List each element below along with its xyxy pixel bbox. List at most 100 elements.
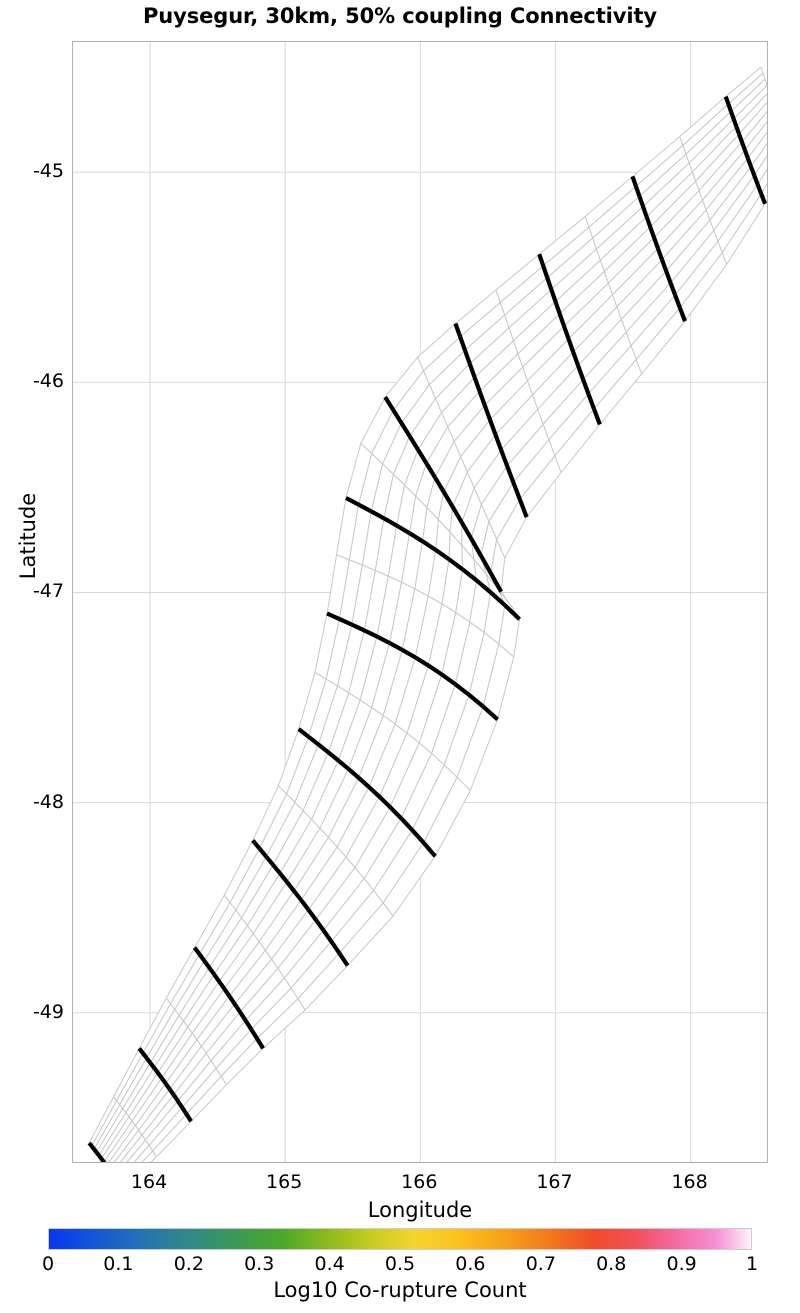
sub-fault-trace bbox=[459, 521, 473, 540]
sub-fault-trace bbox=[388, 805, 403, 820]
sub-fault-trace bbox=[192, 946, 202, 956]
sub-fault-trace bbox=[408, 531, 424, 544]
sub-fault-trace bbox=[92, 1147, 99, 1154]
sub-fault-trace bbox=[395, 523, 411, 535]
sub-fault-trace bbox=[434, 548, 451, 562]
sub-fault-trace bbox=[571, 351, 581, 367]
sub-fault-trace bbox=[285, 880, 296, 893]
sub-fault-trace bbox=[453, 322, 463, 338]
sub-fault-trace bbox=[278, 872, 289, 884]
plot-area bbox=[72, 41, 768, 1163]
sub-fault-trace bbox=[314, 918, 326, 932]
x-tick-label: 164 bbox=[130, 1171, 168, 1193]
sub-fault-trace bbox=[326, 611, 341, 621]
sub-fault-trace bbox=[592, 408, 602, 426]
sub-fault-trace bbox=[163, 1082, 172, 1091]
sub-fault-trace bbox=[251, 839, 262, 850]
sub-fault-trace bbox=[648, 226, 657, 239]
sub-fault-trace bbox=[184, 1113, 193, 1123]
colorbar-label: Log10 Co-rupture Count bbox=[273, 1278, 527, 1302]
sub-fault-trace bbox=[375, 634, 391, 645]
sub-fault-trace bbox=[144, 1056, 152, 1065]
colorbar-tick-label: 0.3 bbox=[244, 1253, 275, 1275]
sub-fault-trace bbox=[176, 1099, 184, 1109]
y-tick-label: -49 bbox=[32, 1000, 64, 1023]
sub-fault-trace bbox=[351, 622, 366, 633]
sub-fault-trace bbox=[557, 313, 567, 327]
sub-fault-trace bbox=[553, 300, 562, 315]
sub-fault-trace bbox=[652, 236, 660, 250]
sub-fault-trace bbox=[477, 390, 487, 407]
colorbar-tick-label: 0.8 bbox=[596, 1253, 627, 1275]
sub-fault-trace bbox=[633, 185, 642, 198]
sub-fault-trace bbox=[537, 253, 546, 267]
sub-fault-trace bbox=[378, 795, 392, 809]
down-dip-trace-lines bbox=[87, 95, 767, 1162]
sub-fault-trace bbox=[549, 288, 558, 303]
sub-fault-trace bbox=[488, 572, 503, 593]
sub-fault-trace bbox=[337, 952, 350, 967]
sub-fault-trace bbox=[755, 183, 764, 195]
sub-fault-trace bbox=[668, 282, 678, 296]
sub-fault-trace bbox=[227, 995, 237, 1006]
sub-fault-trace bbox=[505, 465, 516, 484]
sub-fault-trace bbox=[249, 1028, 259, 1040]
sub-fault-trace bbox=[576, 364, 586, 381]
colorbar-tick-label: 0.6 bbox=[455, 1253, 486, 1275]
colorbar bbox=[48, 1228, 752, 1250]
sub-fault-trace bbox=[329, 940, 342, 955]
sub-fault-trace bbox=[421, 841, 437, 858]
sub-fault-trace bbox=[104, 1160, 107, 1162]
sub-fault-trace bbox=[99, 1157, 106, 1162]
sub-fault-trace bbox=[337, 758, 350, 771]
sub-fault-trace bbox=[440, 672, 457, 686]
sub-fault-trace bbox=[586, 393, 596, 410]
sub-fault-trace bbox=[731, 118, 739, 128]
x-tick-label: 165 bbox=[266, 1171, 303, 1193]
sub-fault-trace bbox=[148, 1061, 156, 1070]
sub-fault-trace bbox=[383, 395, 396, 412]
sub-fault-trace bbox=[541, 265, 550, 279]
sub-fault-trace bbox=[488, 419, 498, 436]
sub-fault-trace bbox=[424, 462, 437, 479]
sub-fault-trace bbox=[461, 567, 478, 582]
sub-fault-trace bbox=[370, 509, 385, 521]
sub-fault-trace bbox=[737, 133, 744, 143]
sub-fault-trace bbox=[347, 767, 361, 780]
sub-fault-trace bbox=[630, 175, 638, 188]
sub-fault-trace bbox=[517, 498, 529, 518]
sub-fault-trace bbox=[734, 125, 742, 135]
sub-fault-trace bbox=[87, 1141, 94, 1148]
sub-fault-trace bbox=[545, 277, 554, 291]
sub-fault-trace bbox=[94, 1151, 101, 1157]
y-tick-label: -45 bbox=[32, 160, 64, 183]
sub-fault-trace bbox=[729, 110, 736, 120]
sub-fault-trace bbox=[752, 174, 760, 186]
sub-fault-trace bbox=[739, 141, 747, 151]
sub-fault-trace bbox=[243, 1019, 253, 1031]
sub-fault-trace bbox=[232, 1002, 242, 1014]
fault-patch-mesh bbox=[88, 66, 767, 1162]
sub-fault-trace bbox=[407, 435, 420, 451]
chart-title: Puysegur, 30km, 50% coupling Connectivit… bbox=[143, 4, 657, 28]
sub-fault-trace bbox=[472, 376, 482, 392]
sub-fault-trace bbox=[458, 336, 467, 351]
sub-fault-trace bbox=[152, 1066, 160, 1075]
colorbar-tick-label: 0.2 bbox=[173, 1253, 204, 1275]
sub-fault-trace bbox=[644, 215, 653, 228]
sub-fault-trace bbox=[481, 704, 499, 721]
y-tick-label: -46 bbox=[32, 370, 64, 393]
x-tick-label: 166 bbox=[401, 1171, 438, 1193]
sub-fault-trace bbox=[511, 481, 522, 501]
sub-fault-trace bbox=[345, 496, 360, 507]
sub-fault-trace bbox=[255, 1037, 265, 1050]
sub-fault-trace bbox=[401, 648, 417, 660]
sub-fault-trace bbox=[462, 349, 472, 365]
sub-fault-trace bbox=[391, 408, 404, 425]
x-tick-label: 168 bbox=[671, 1171, 708, 1193]
sub-fault-trace bbox=[238, 1010, 248, 1022]
sub-fault-trace bbox=[469, 537, 483, 557]
sub-fault-trace bbox=[421, 539, 437, 552]
sub-fault-trace bbox=[197, 952, 207, 963]
